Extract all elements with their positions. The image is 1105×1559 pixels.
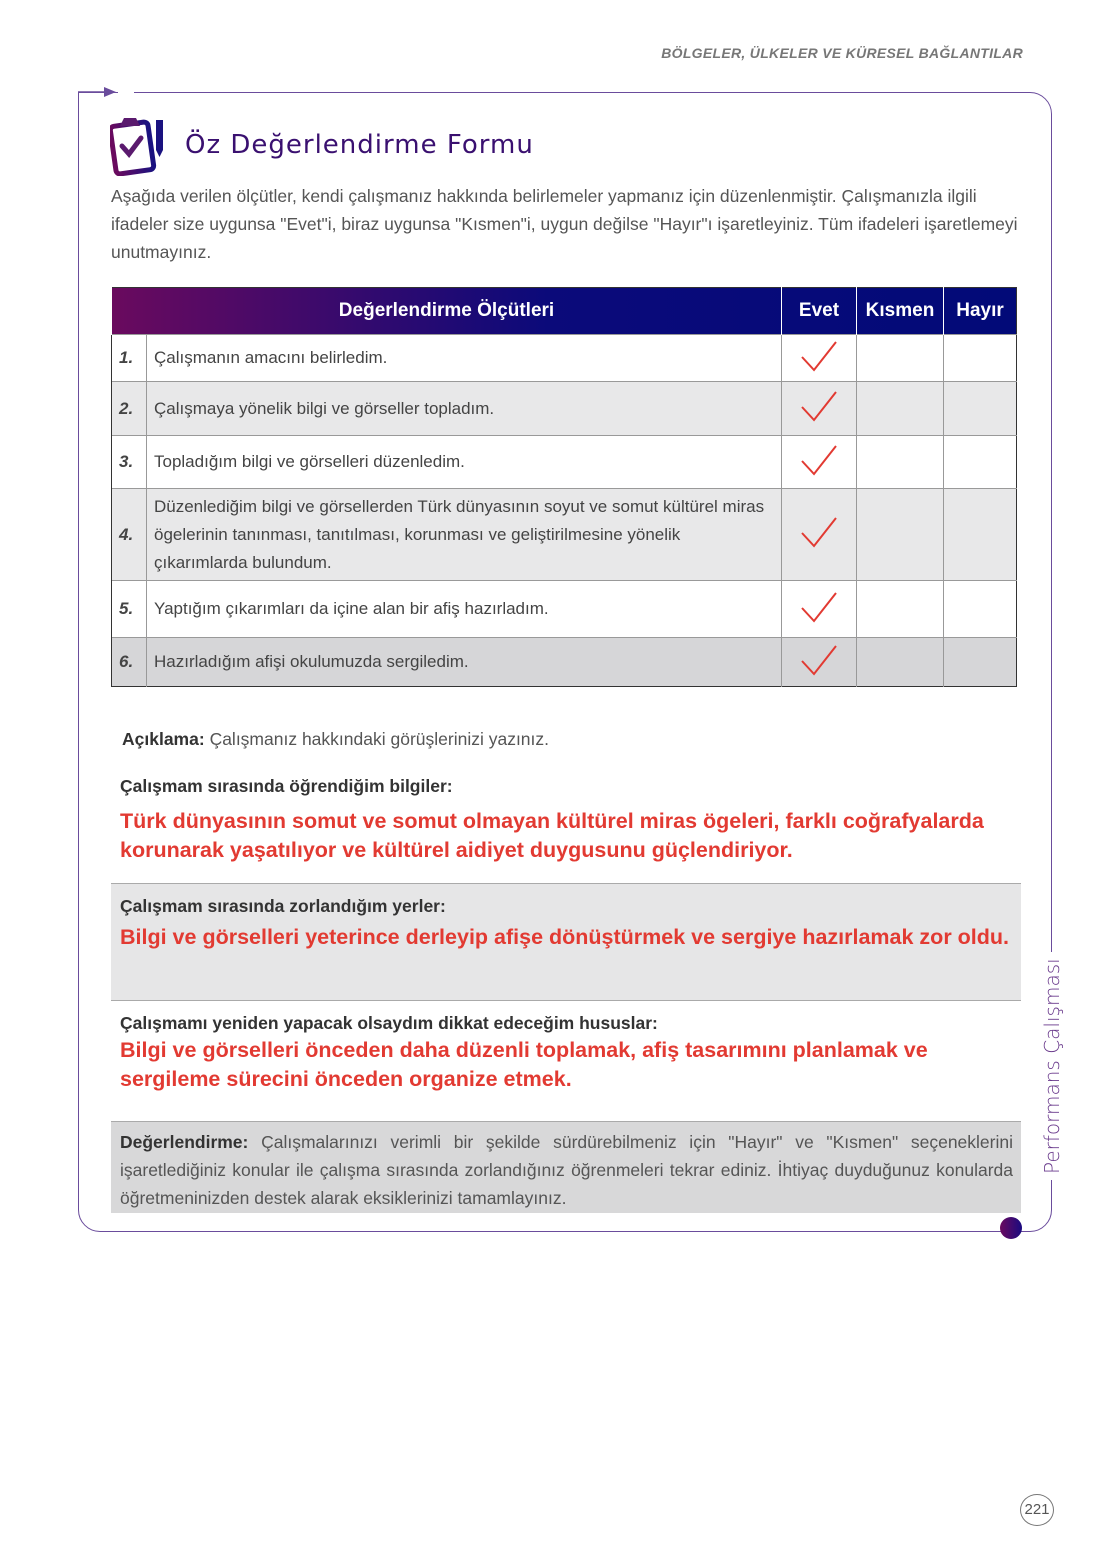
row-criterion: Topladığım bilgi ve görselleri düzenledi… xyxy=(146,435,782,489)
section-label: Çalışmam sırasında öğrendiğim bilgiler: xyxy=(120,776,453,796)
check-icon xyxy=(801,591,837,623)
cell-evet[interactable] xyxy=(781,334,857,382)
aciklama: Açıklama: Çalışmanız hakkındaki görüşler… xyxy=(122,729,549,750)
check-icon xyxy=(801,644,837,676)
check-icon xyxy=(801,391,837,422)
cell-kismen[interactable] xyxy=(856,488,944,581)
table-row: 5. Yaptığım çıkarımları da içine alan bir… xyxy=(111,580,1017,638)
row-number: 4. xyxy=(111,488,147,581)
aciklama-text: Çalışmanız hakkındaki görüşlerinizi yazı… xyxy=(209,729,550,749)
section-answer[interactable]: Bilgi ve görselleri önceden daha düzenli… xyxy=(120,1038,928,1091)
table-row: 4. Düzenlediğim bilgi ve görsellerden Tür… xyxy=(111,488,1017,581)
cell-hayir[interactable] xyxy=(943,381,1017,436)
row-criterion: Çalışmaya yönelik bilgi ve görseller top… xyxy=(146,381,782,436)
decorative-dot xyxy=(1000,1217,1022,1239)
side-label: Performans Çalışması xyxy=(1040,952,1064,1180)
section-difficulties: Çalışmam sırasında zorlandığım yerler: B… xyxy=(111,883,1021,1001)
section-label: Çalışmam sırasında zorlandığım yerler: xyxy=(120,896,446,916)
table-row: 6. Hazırladığım afişi okulumuzda sergiled… xyxy=(111,637,1017,687)
intro-text: Aşağıda verilen ölçütler, kendi çalışman… xyxy=(111,186,1018,262)
header-hayir: Hayır xyxy=(943,287,1017,335)
degerlendirme: Değerlendirme: Çalışmalarınızı verimli b… xyxy=(111,1121,1021,1213)
row-number: 5. xyxy=(111,580,147,638)
header-criteria: Değerlendirme Ölçütleri xyxy=(111,287,782,335)
section-answer[interactable]: Bilgi ve görselleri yeterince derleyip a… xyxy=(120,925,1010,949)
evaluation-table: Değerlendirme Ölçütleri Evet Kısmen Hayı… xyxy=(111,287,1017,687)
degerlendirme-label: Değerlendirme: xyxy=(120,1132,249,1152)
cell-evet[interactable] xyxy=(781,435,857,489)
cell-evet[interactable] xyxy=(781,488,857,581)
running-title: BÖLGELER, ÜLKELER VE KÜRESEL BAĞLANTILAR xyxy=(661,45,1023,61)
cell-kismen[interactable] xyxy=(856,381,944,436)
row-criterion: Hazırladığım afişi okulumuzda sergiledim… xyxy=(146,637,782,687)
page-title: Öz Değerlendirme Formu xyxy=(185,130,534,160)
aciklama-label: Açıklama: xyxy=(122,729,205,749)
header-evet: Evet xyxy=(781,287,857,335)
row-number: 6. xyxy=(111,637,147,687)
header-kismen: Kısmen xyxy=(856,287,944,335)
cell-kismen[interactable] xyxy=(856,580,944,638)
cell-kismen[interactable] xyxy=(856,334,944,382)
row-criterion: Çalışmanın amacını belirledim. xyxy=(146,334,782,382)
section-label: Çalışmamı yeniden yapacak olsaydım dikka… xyxy=(120,1013,658,1033)
row-criterion: Düzenlediğim bilgi ve görsellerden Türk … xyxy=(146,488,782,581)
row-criterion: Yaptığım çıkarımları da içine alan bir a… xyxy=(146,580,782,638)
section-improvements: Çalışmamı yeniden yapacak olsaydım dikka… xyxy=(111,1003,1021,1119)
cell-hayir[interactable] xyxy=(943,488,1017,581)
cell-hayir[interactable] xyxy=(943,637,1017,687)
frame-gap xyxy=(118,86,134,96)
check-icon xyxy=(801,517,837,548)
cell-kismen[interactable] xyxy=(856,637,944,687)
cell-hayir[interactable] xyxy=(943,435,1017,489)
arrow-icon xyxy=(78,87,116,97)
clipboard-check-icon xyxy=(110,118,163,176)
table-row: 1. Çalışmanın amacını belirledim. xyxy=(111,334,1017,382)
row-number: 1. xyxy=(111,334,147,382)
cell-evet[interactable] xyxy=(781,637,857,687)
section-learned: Çalışmam sırasında öğrendiğim bilgiler: … xyxy=(111,776,1021,881)
cell-hayir[interactable] xyxy=(943,580,1017,638)
row-number: 2. xyxy=(111,381,147,436)
row-number: 3. xyxy=(111,435,147,489)
cell-evet[interactable] xyxy=(781,381,857,436)
content-frame xyxy=(78,92,1052,1232)
check-icon xyxy=(801,444,837,476)
cell-kismen[interactable] xyxy=(856,435,944,489)
cell-hayir[interactable] xyxy=(943,334,1017,382)
page-number: 221 xyxy=(1020,1494,1054,1526)
table-row: 2. Çalışmaya yönelik bilgi ve görseller t… xyxy=(111,381,1017,436)
section-answer[interactable]: Türk dünyasının somut ve somut olmayan k… xyxy=(120,809,984,862)
table-row: 3. Topladığım bilgi ve görselleri düzenle… xyxy=(111,435,1017,489)
check-icon xyxy=(801,340,837,372)
cell-evet[interactable] xyxy=(781,580,857,638)
degerlendirme-text: Çalışmalarınızı verimli bir şekilde sürd… xyxy=(120,1132,1013,1208)
